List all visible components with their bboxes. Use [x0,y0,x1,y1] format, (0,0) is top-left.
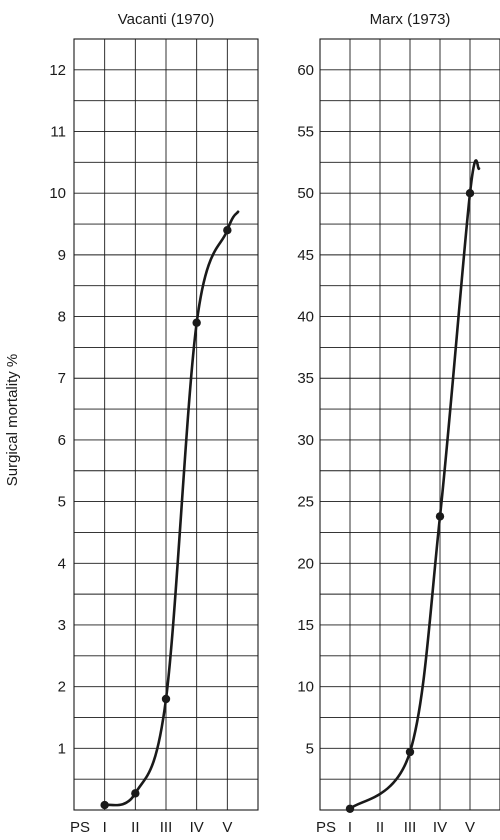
data-point [435,512,445,521]
chart-title: Marx (1973) [370,11,451,28]
data-point [192,318,201,327]
x-tick-label: II [376,819,384,836]
x-tick-label: I [348,819,352,836]
y-tick-label: 45 [297,247,314,264]
y-tick-label: 9 [58,247,66,264]
x-axis-prefix: PS [70,819,90,836]
data-point [161,694,171,704]
data-point [465,189,475,198]
x-tick-label: II [131,819,139,836]
data-point [223,226,232,235]
y-tick-label: 5 [58,494,66,511]
y-tick-label: 3 [58,617,66,634]
x-tick-label: IV [190,819,204,836]
y-tick-label: 12 [49,62,66,79]
series-line [348,159,481,811]
y-tick-label: 40 [297,309,314,326]
y-tick-label: 4 [58,555,66,572]
x-tick-label: III [404,819,417,836]
plot-frame [319,38,500,811]
y-tick-label: 25 [297,494,314,511]
y-tick-label: 7 [58,370,66,387]
x-tick-label: V [465,819,475,836]
x-tick-label: I [103,819,107,836]
series-line [103,210,240,807]
x-tick-label: IV [433,819,447,836]
data-point [405,747,415,757]
y-tick-label: 10 [49,185,66,202]
y-tick-label: 15 [297,617,314,634]
y-tick-label: 10 [297,679,314,696]
y-tick-label: 60 [297,62,314,79]
y-tick-label: 8 [58,309,66,326]
data-point [345,804,355,813]
y-tick-label: 6 [58,432,66,449]
x-tick-label: V [222,819,232,836]
y-tick-label: 2 [58,679,66,696]
y-tick-label: 11 [50,124,66,141]
y-tick-label: 20 [297,555,314,572]
data-point [131,789,140,798]
y-tick-label: 5 [306,740,314,757]
y-tick-label: 55 [297,124,314,141]
y-tick-label: 1 [58,740,66,757]
plot-frame [73,38,259,811]
y-tick-label: 50 [297,185,314,202]
y-axis-label: Surgical mortality % [4,354,21,487]
x-tick-label: III [160,819,173,836]
y-tick-label: 30 [297,432,314,449]
y-tick-label: 35 [297,370,314,387]
x-axis-prefix: PS [316,819,336,836]
chart-title: Vacanti (1970) [118,11,214,28]
data-point [100,800,109,810]
